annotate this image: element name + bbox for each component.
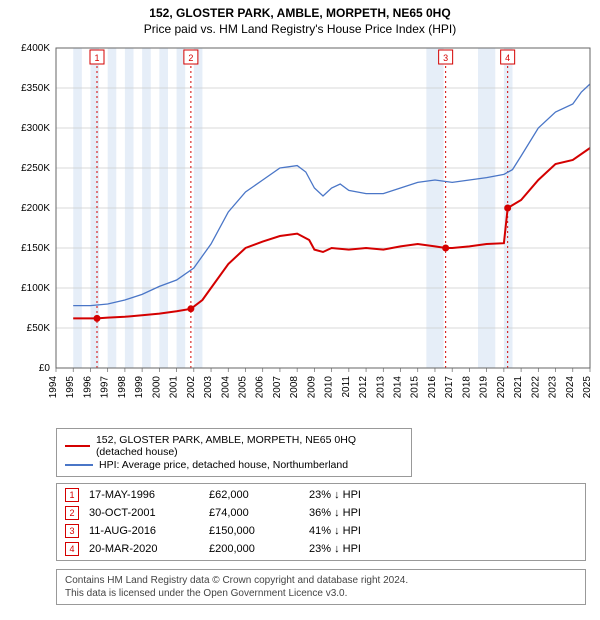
transaction-date: 20-MAR-2020 [89, 543, 209, 555]
svg-text:2017: 2017 [444, 376, 455, 399]
transaction-marker: 3 [65, 524, 79, 538]
svg-text:2018: 2018 [461, 376, 472, 399]
transaction-diff: 41% ↓ HPI [309, 525, 409, 537]
svg-text:2007: 2007 [272, 376, 283, 399]
legend: 152, GLOSTER PARK, AMBLE, MORPETH, NE65 … [56, 428, 412, 477]
svg-text:2024: 2024 [565, 376, 576, 399]
title-block: 152, GLOSTER PARK, AMBLE, MORPETH, NE65 … [0, 0, 600, 38]
svg-text:£300K: £300K [21, 123, 50, 134]
transaction-table: 117-MAY-1996£62,00023% ↓ HPI230-OCT-2001… [56, 483, 586, 561]
svg-text:£100K: £100K [21, 283, 50, 294]
transaction-price: £74,000 [209, 507, 309, 519]
svg-text:2000: 2000 [151, 376, 162, 399]
svg-text:2: 2 [188, 53, 193, 63]
transaction-date: 17-MAY-1996 [89, 489, 209, 501]
legend-label: HPI: Average price, detached house, Nort… [99, 459, 348, 471]
chart-svg: £0 £50K £100K £150K £200K £250K £300K £350K £400… [0, 38, 600, 424]
container: 152, GLOSTER PARK, AMBLE, MORPETH, NE65 … [0, 0, 600, 605]
svg-text:£400K: £400K [21, 43, 50, 54]
svg-text:2005: 2005 [237, 376, 248, 399]
transaction-diff: 23% ↓ HPI [309, 543, 409, 555]
transaction-price: £200,000 [209, 543, 309, 555]
svg-text:2020: 2020 [496, 376, 507, 399]
transaction-diff: 23% ↓ HPI [309, 489, 409, 501]
svg-text:2013: 2013 [375, 376, 386, 399]
title-subtitle: Price paid vs. HM Land Registry's House … [8, 22, 592, 36]
svg-text:1997: 1997 [100, 376, 111, 399]
svg-text:2025: 2025 [582, 376, 593, 399]
svg-text:2015: 2015 [410, 376, 421, 399]
svg-text:2019: 2019 [479, 376, 490, 399]
svg-text:1999: 1999 [134, 376, 145, 399]
transaction-row: 2 30-OCT-2001£74,00036% ↓ HPI [57, 504, 585, 522]
svg-text:2023: 2023 [548, 376, 559, 399]
footer-line2: This data is licensed under the Open Gov… [65, 587, 577, 600]
svg-text:4: 4 [505, 53, 510, 63]
svg-text:£350K: £350K [21, 83, 50, 94]
transaction-marker: 1 [65, 488, 79, 502]
transaction-row: 4 20-MAR-2020£200,00023% ↓ HPI [57, 540, 585, 558]
transaction-price: £150,000 [209, 525, 309, 537]
svg-text:2006: 2006 [255, 376, 266, 399]
footer-line1: Contains HM Land Registry data © Crown c… [65, 574, 577, 587]
svg-text:£250K: £250K [21, 163, 50, 174]
legend-swatch [65, 464, 93, 466]
svg-text:£150K: £150K [21, 243, 50, 254]
legend-label: 152, GLOSTER PARK, AMBLE, MORPETH, NE65 … [96, 434, 403, 458]
transaction-price: £62,000 [209, 489, 309, 501]
svg-text:2021: 2021 [513, 376, 524, 399]
transaction-row: 3 11-AUG-2016£150,00041% ↓ HPI [57, 522, 585, 540]
svg-text:2008: 2008 [289, 376, 300, 399]
transaction-date: 11-AUG-2016 [89, 525, 209, 537]
legend-item: 152, GLOSTER PARK, AMBLE, MORPETH, NE65 … [65, 434, 403, 458]
transaction-diff: 36% ↓ HPI [309, 507, 409, 519]
legend-item: HPI: Average price, detached house, Nort… [65, 459, 403, 471]
svg-text:1995: 1995 [65, 376, 76, 399]
transaction-marker: 4 [65, 542, 79, 556]
svg-text:3: 3 [443, 53, 448, 63]
svg-text:2011: 2011 [341, 376, 352, 398]
svg-text:£50K: £50K [27, 323, 51, 334]
svg-text:2009: 2009 [306, 376, 317, 399]
chart: £0 £50K £100K £150K £200K £250K £300K £350K £400… [0, 38, 600, 424]
title-address: 152, GLOSTER PARK, AMBLE, MORPETH, NE65 … [8, 6, 592, 20]
svg-text:1: 1 [94, 53, 99, 63]
svg-text:2022: 2022 [530, 376, 541, 399]
svg-text:£200K: £200K [21, 203, 50, 214]
svg-text:2014: 2014 [393, 376, 404, 399]
transaction-row: 1 17-MAY-1996£62,00023% ↓ HPI [57, 486, 585, 504]
svg-text:2003: 2003 [203, 376, 214, 399]
svg-text:2016: 2016 [427, 376, 438, 399]
svg-text:1998: 1998 [117, 376, 128, 399]
transaction-marker: 2 [65, 506, 79, 520]
svg-text:1996: 1996 [82, 376, 93, 399]
svg-text:2004: 2004 [220, 376, 231, 399]
footer: Contains HM Land Registry data © Crown c… [56, 569, 586, 605]
legend-swatch [65, 445, 90, 447]
svg-text:£0: £0 [39, 363, 51, 374]
svg-text:1994: 1994 [48, 376, 59, 399]
svg-text:2010: 2010 [324, 376, 335, 399]
transaction-date: 30-OCT-2001 [89, 507, 209, 519]
svg-text:2001: 2001 [169, 376, 180, 399]
svg-text:2012: 2012 [358, 376, 369, 399]
svg-text:2002: 2002 [186, 376, 197, 399]
